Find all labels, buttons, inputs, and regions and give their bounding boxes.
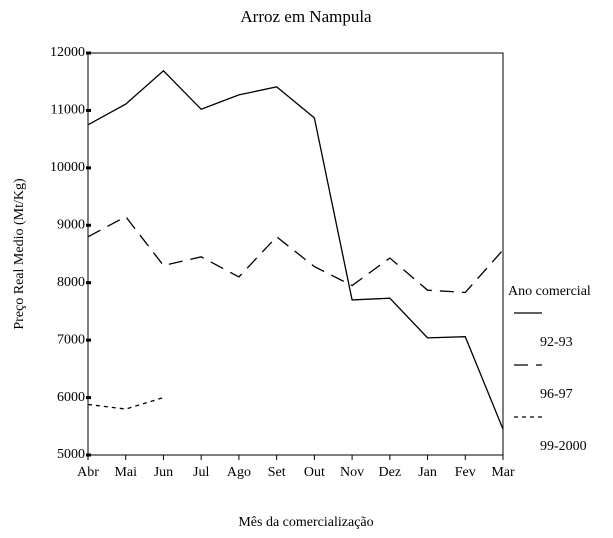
y-axis-label: Preço Real Medio (Mt/Kg): [12, 178, 27, 330]
y-tick-label: 7000: [57, 332, 85, 347]
x-tick-label: Ago: [227, 465, 251, 480]
plot-frame: [87, 52, 504, 456]
y-tick-label: 9000: [57, 218, 85, 233]
x-tick-label: Fev: [455, 465, 476, 480]
x-tick-label: Abr: [77, 465, 99, 480]
series-line: [87, 69, 504, 430]
y-tick-label: 6000: [57, 390, 85, 405]
legend-label: 92-93: [540, 335, 573, 350]
x-tick-label: Jan: [418, 465, 437, 480]
x-tick-label: Nov: [340, 465, 364, 480]
x-tick-label: Out: [304, 465, 325, 480]
x-tick-label: Set: [268, 465, 286, 480]
x-tick-label: Jul: [193, 465, 209, 480]
x-tick-label: Mai: [114, 465, 137, 480]
y-tick-label: 5000: [57, 447, 85, 462]
y-tick-label: 12000: [50, 45, 85, 60]
legend-title: Ano comercial: [508, 284, 591, 299]
y-tick-label: 10000: [50, 160, 85, 175]
x-tick-label: Mar: [491, 465, 515, 480]
chart-title: Arroz em Nampula: [240, 7, 372, 26]
y-tick-label: 11000: [51, 103, 85, 118]
legend-label: 96-97: [540, 387, 573, 402]
legend-label: 99-2000: [540, 439, 587, 454]
x-tick-label: Jun: [154, 465, 173, 480]
series-line: [87, 215, 504, 294]
x-tick-label: Dez: [379, 465, 402, 480]
series-line: [87, 396, 164, 410]
x-axis-label: Mês da comercialização: [238, 515, 373, 530]
y-tick-label: 8000: [57, 275, 85, 290]
